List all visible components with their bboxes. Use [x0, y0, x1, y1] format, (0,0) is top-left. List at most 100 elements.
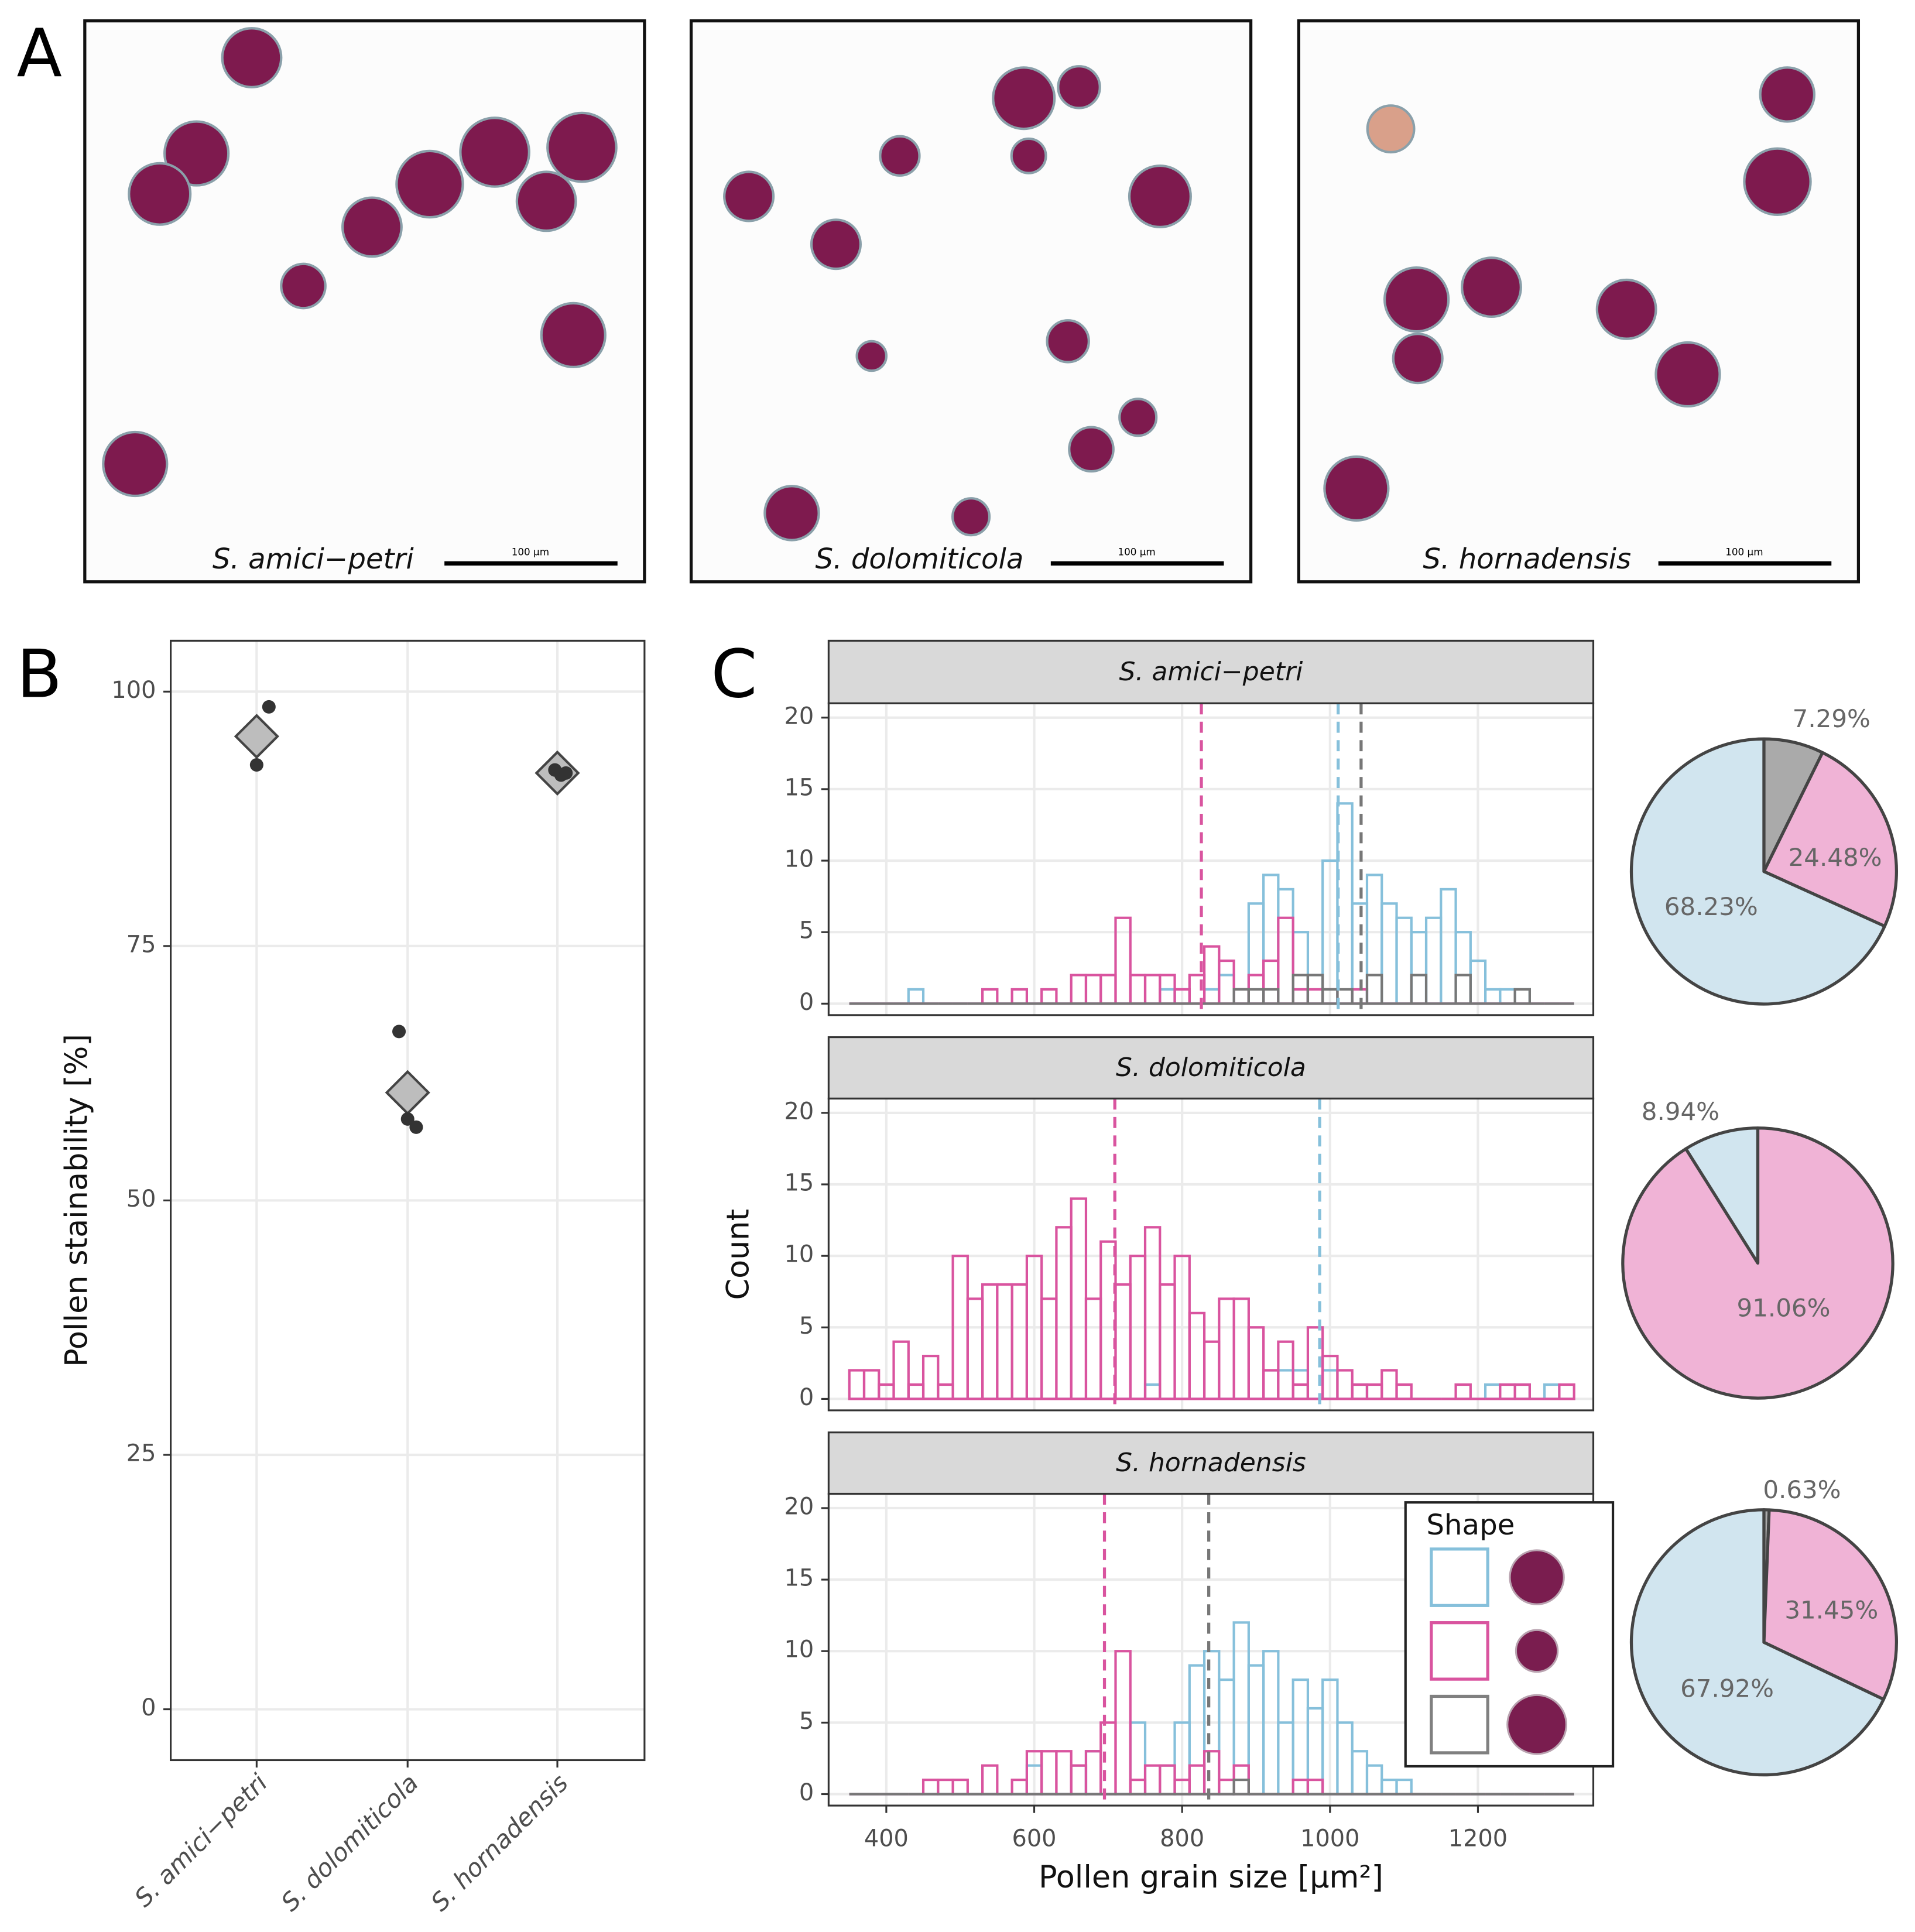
pie-label: 0.63%: [1763, 1475, 1841, 1504]
pollen-grain: [1118, 398, 1158, 437]
panel-border: [827, 702, 1595, 1016]
pollen-grain: [1057, 65, 1101, 109]
histogram-bar: [1543, 1383, 1561, 1400]
histogram-bar: [1513, 1383, 1531, 1400]
histogram-bar: [1232, 988, 1250, 1005]
pollen-grain: [540, 302, 607, 368]
histogram-bar: [1084, 1750, 1102, 1796]
histogram-bar: [1291, 988, 1310, 1005]
legend-title: Shape: [1426, 1509, 1515, 1542]
pie-slice: [1762, 751, 1898, 928]
histogram-bar: [1262, 988, 1280, 1005]
pollen-grain: [1461, 256, 1522, 318]
histogram-bar: [1010, 1283, 1028, 1400]
histogram-bar: [1410, 931, 1428, 1005]
histogram-bar: [1232, 1297, 1250, 1400]
histogram-bar: [1203, 1750, 1221, 1796]
histogram-bar: [1070, 1764, 1088, 1796]
histogram-bar: [1351, 1383, 1369, 1400]
histogram-bar: [1365, 974, 1383, 1005]
x-tick-label: S. dolomiticola: [276, 1769, 424, 1917]
histogram-bar: [1247, 1326, 1265, 1400]
histogram-bar: [1084, 974, 1102, 1005]
histogram-bar: [1129, 974, 1147, 1005]
histogram-bar: [1365, 1383, 1383, 1400]
pie-label: 8.94%: [1642, 1097, 1719, 1126]
histogram-bar: [1277, 916, 1294, 1005]
pollen-grain: [1654, 341, 1721, 408]
pollen-grain: [1595, 278, 1657, 340]
pollen-grain: [1392, 333, 1444, 385]
histogram-bar: [1336, 1369, 1354, 1400]
histogram-bar: [1513, 988, 1531, 1005]
facet-title: S. dolomiticola: [1116, 1053, 1306, 1083]
histogram-bar: [1440, 888, 1457, 1005]
histogram-bar: [1336, 1721, 1354, 1796]
histogram-bar: [848, 1369, 866, 1400]
histogram-bar: [981, 988, 999, 1005]
histogram-bar: [1291, 931, 1310, 1005]
histogram-bar: [1410, 974, 1428, 1005]
histogram-bar: [1232, 988, 1250, 1005]
y-tick-label: 0: [141, 1694, 156, 1721]
histogram-bar: [1070, 1197, 1088, 1400]
facet-title: S. hornadensis: [1116, 1448, 1306, 1478]
histogram-bar: [1247, 988, 1265, 1005]
y-tick-label: 0: [799, 989, 814, 1016]
pie-slice: [1629, 737, 1886, 1006]
histogram-bar: [1277, 1369, 1294, 1400]
histogram-bar: [1291, 1678, 1310, 1796]
histogram-bar: [1380, 902, 1398, 1005]
micrograph-caption: S. dolomiticola: [816, 543, 1024, 576]
y-tick-label: 75: [126, 931, 156, 958]
y-tick-label: 50: [126, 1186, 156, 1212]
histogram-bar: [1262, 959, 1280, 1005]
histogram-bar: [1351, 1750, 1369, 1796]
histogram-bar: [1454, 1383, 1472, 1400]
y-tick-label: 20: [785, 1098, 814, 1125]
x-tick-label: S. amici−petri: [129, 1768, 273, 1912]
histogram-bar: [981, 1283, 999, 1400]
scale-bar-label: 100 µm: [512, 546, 549, 557]
histogram-bar: [1040, 988, 1058, 1005]
pollen-grain: [1366, 104, 1416, 154]
histogram-bar: [1218, 1778, 1235, 1796]
histogram-bar: [1395, 1383, 1413, 1400]
pollen-grain: [102, 430, 169, 498]
pollen-grain: [951, 497, 991, 537]
pollen-grain: [395, 149, 464, 219]
histogram-bar: [1055, 1750, 1073, 1796]
pollen-grain: [128, 162, 192, 226]
histogram-bar: [1499, 988, 1516, 1005]
y-tick-label: 10: [785, 1636, 814, 1663]
histogram-bar: [1291, 1383, 1310, 1400]
pollen-grain: [1068, 426, 1115, 473]
histogram-bar: [1424, 916, 1443, 1005]
histogram-bar: [1010, 1778, 1028, 1796]
y-tick-label: 15: [785, 1169, 814, 1196]
histogram-bar: [921, 1355, 940, 1400]
histogram-bar: [1159, 988, 1176, 1005]
histogram-bar: [1203, 988, 1221, 1005]
y-tick-label: 10: [785, 1241, 814, 1268]
histogram-bar: [1218, 1678, 1235, 1796]
facet-title: S. amici−petri: [1119, 657, 1303, 687]
histogram-bar: [921, 1778, 940, 1796]
micrograph-frame: [83, 19, 646, 584]
histogram-bar: [1129, 1721, 1147, 1796]
histogram-bar: [892, 1340, 910, 1400]
x-tick-label: 1200: [1448, 1825, 1508, 1852]
panel-border: [827, 1097, 1595, 1412]
pie-slice: [1762, 1508, 1898, 1701]
histogram-bar: [951, 1778, 969, 1796]
histogram-bar: [1484, 1383, 1502, 1400]
histogram-bar: [1380, 1369, 1398, 1400]
x-tick-label: 1000: [1300, 1825, 1359, 1852]
histogram-bar: [1262, 873, 1280, 1005]
histogram-bar: [1306, 1778, 1324, 1796]
pollen-grain: [1743, 147, 1812, 216]
histogram-bar: [1188, 1764, 1206, 1796]
legend-swatch: [1430, 1621, 1489, 1681]
pollen-grain: [1323, 455, 1390, 522]
